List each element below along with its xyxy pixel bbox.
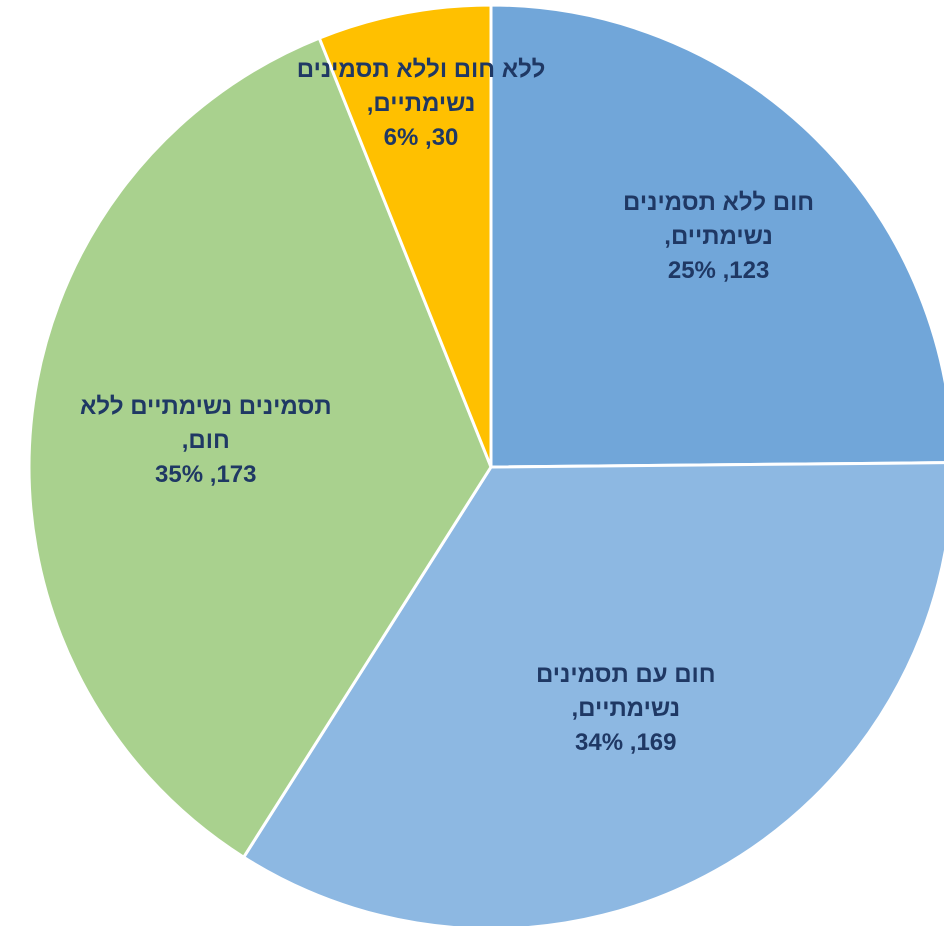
data-label: חום עם תסמינים נשימתיים, 169, 34% xyxy=(491,658,761,760)
pie-slice xyxy=(27,36,493,860)
data-label: חום ללא תסמינים נשימתיים, 123, 25% xyxy=(584,186,854,288)
data-label: ללא חום וללא תסמינים נשימתיים, 30, 6% xyxy=(286,53,556,155)
label-name: תסמינים נשימתיים ללא חום, xyxy=(79,392,332,454)
label-value: 123, 25% xyxy=(667,257,770,285)
label-value: 30, 6% xyxy=(383,124,459,152)
label-value: 173, 35% xyxy=(155,460,257,488)
pie-slice xyxy=(317,3,493,468)
label-value: 169, 34% xyxy=(575,729,677,757)
data-label: תסמינים נשימתיים ללא חום, 173, 35% xyxy=(71,390,341,492)
pie-slice xyxy=(241,461,944,926)
label-name: חום עם תסמינים נשימתיים, xyxy=(535,661,716,723)
label-name: חום ללא תסמינים נשימתיים, xyxy=(623,189,815,251)
label-name: ללא חום וללא תסמינים נשימתיים, xyxy=(296,56,546,118)
pie-slice xyxy=(489,3,944,469)
